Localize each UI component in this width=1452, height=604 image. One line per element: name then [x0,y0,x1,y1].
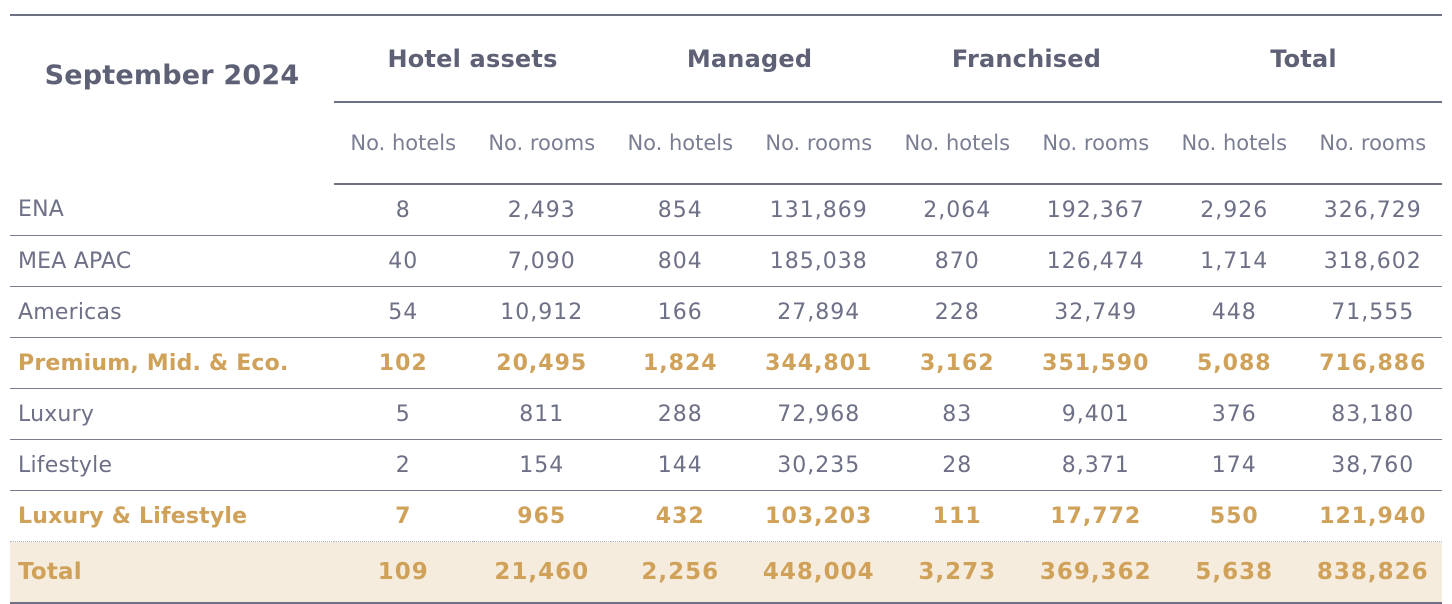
cell-value: 83 [888,388,1027,440]
cell-value: 5,638 [1165,541,1304,603]
column-group-hotel-assets: Hotel assets [334,15,612,103]
table-row: Luxury & Lifestyle 7 965 432 103,203 111 17,77… [10,490,1443,542]
column-group-franchised: Franchised [888,15,1166,103]
cell-value: 9,401 [1026,388,1166,440]
column-group-total: Total [1165,15,1443,103]
cell-value: 2,256 [611,541,750,603]
cell-value: 432 [611,490,750,542]
cell-value: 838,826 [1303,541,1443,603]
cell-value: 2,064 [888,184,1027,236]
cell-value: 3,273 [888,541,1027,603]
column-group-header-row: September 2024 Hotel assets Managed Fran… [10,15,1443,103]
cell-value: 121,940 [1303,490,1443,542]
table-row: Luxury 5 811 288 72,968 83 9,401 376 83,180 [10,388,1443,440]
cell-value: 83,180 [1303,388,1443,440]
portfolio-table-container: September 2024 Hotel assets Managed Fran… [10,14,1443,604]
cell-value: 351,590 [1026,337,1166,389]
cell-value: 38,760 [1303,439,1443,491]
cell-value: 811 [472,388,612,440]
cell-value: 126,474 [1026,235,1166,287]
cell-value: 854 [611,184,750,236]
table-row: Total 109 21,460 2,256 448,004 3,273 369,362 5,… [10,541,1443,603]
cell-value: 1,824 [611,337,750,389]
cell-value: 5 [334,388,473,440]
cell-value: 72,968 [749,388,889,440]
cell-value: 10,912 [472,286,612,338]
cell-value: 103,203 [749,490,889,542]
hotel-portfolio-table: September 2024 Hotel assets Managed Fran… [10,14,1443,604]
row-label: MEA APAC [10,235,334,287]
cell-value: 54 [334,286,473,338]
cell-value: 30,235 [749,439,889,491]
cell-value: 7 [334,490,473,542]
cell-value: 344,801 [749,337,889,389]
cell-value: 71,555 [1303,286,1443,338]
cell-value: 109 [334,541,473,603]
sub-header: No. rooms [472,102,612,185]
cell-value: 318,602 [1303,235,1443,287]
cell-value: 131,869 [749,184,889,236]
row-label: ENA [10,184,334,236]
cell-value: 2,493 [472,184,612,236]
cell-value: 40 [334,235,473,287]
cell-value: 716,886 [1303,337,1443,389]
cell-value: 2,926 [1165,184,1304,236]
cell-value: 7,090 [472,235,612,287]
row-label: Premium, Mid. & Eco. [10,337,334,389]
table-body: ENA 8 2,493 854 131,869 2,064 192,367 2,926 326,… [10,184,1443,603]
row-label: Lifestyle [10,439,334,491]
cell-value: 550 [1165,490,1304,542]
table-row: MEA APAC 40 7,090 804 185,038 870 126,474 1,714… [10,235,1443,287]
cell-value: 17,772 [1026,490,1166,542]
sub-header-row: No. hotels No. rooms No. hotels No. room… [10,102,1443,185]
cell-value: 144 [611,439,750,491]
period-label: September 2024 [44,60,300,91]
cell-value: 185,038 [749,235,889,287]
cell-value: 870 [888,235,1027,287]
sub-header: No. hotels [1165,102,1304,185]
sub-header: No. rooms [749,102,889,185]
cell-value: 326,729 [1303,184,1443,236]
cell-value: 288 [611,388,750,440]
cell-value: 20,495 [472,337,612,389]
row-label: Total [10,541,334,603]
cell-value: 448 [1165,286,1304,338]
cell-value: 154 [472,439,612,491]
cell-value: 804 [611,235,750,287]
cell-value: 965 [472,490,612,542]
cell-value: 32,749 [1026,286,1166,338]
cell-value: 5,088 [1165,337,1304,389]
cell-value: 8 [334,184,473,236]
sub-header: No. hotels [334,102,473,185]
cell-value: 111 [888,490,1027,542]
cell-value: 3,162 [888,337,1027,389]
cell-value: 192,367 [1026,184,1166,236]
column-group-managed: Managed [611,15,889,103]
cell-value: 8,371 [1026,439,1166,491]
cell-value: 174 [1165,439,1304,491]
cell-value: 228 [888,286,1027,338]
cell-value: 369,362 [1026,541,1166,603]
table-row: Americas 54 10,912 166 27,894 228 32,749 448 71,… [10,286,1443,338]
row-label: Luxury [10,388,334,440]
sub-header: No. hotels [611,102,750,185]
cell-value: 1,714 [1165,235,1304,287]
row-label: Americas [10,286,334,338]
cell-value: 28 [888,439,1027,491]
table-row: Lifestyle 2 154 144 30,235 28 8,371 174 38,760 [10,439,1443,491]
table-row: Premium, Mid. & Eco. 102 20,495 1,824 344,80… [10,337,1443,389]
cell-value: 448,004 [749,541,889,603]
sub-header: No. hotels [888,102,1027,185]
cell-value: 2 [334,439,473,491]
sub-header: No. rooms [1303,102,1443,185]
table-row: ENA 8 2,493 854 131,869 2,064 192,367 2,926 326,… [10,184,1443,236]
cell-value: 27,894 [749,286,889,338]
sub-header: No. rooms [1026,102,1166,185]
cell-value: 376 [1165,388,1304,440]
row-label: Luxury & Lifestyle [10,490,334,542]
cell-value: 102 [334,337,473,389]
cell-value: 166 [611,286,750,338]
cell-value: 21,460 [472,541,612,603]
